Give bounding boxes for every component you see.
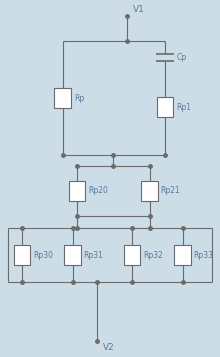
Text: Rp30: Rp30	[33, 251, 53, 260]
Text: Rp1: Rp1	[176, 102, 191, 112]
Bar	[64, 246, 81, 265]
Text: Cp: Cp	[177, 52, 187, 62]
Text: V2: V2	[103, 343, 115, 352]
Text: V1: V1	[133, 5, 145, 14]
Bar	[174, 246, 191, 265]
Bar	[55, 89, 71, 108]
Bar	[141, 181, 158, 201]
Text: Rp33: Rp33	[194, 251, 214, 260]
Text: Rp32: Rp32	[143, 251, 163, 260]
Bar	[14, 246, 30, 265]
Bar	[124, 246, 140, 265]
Text: Rp21: Rp21	[161, 186, 180, 196]
Bar	[157, 97, 173, 117]
Text: Rp20: Rp20	[88, 186, 108, 196]
Text: Rp: Rp	[74, 94, 84, 103]
Bar	[69, 181, 85, 201]
Text: Rp31: Rp31	[84, 251, 104, 260]
